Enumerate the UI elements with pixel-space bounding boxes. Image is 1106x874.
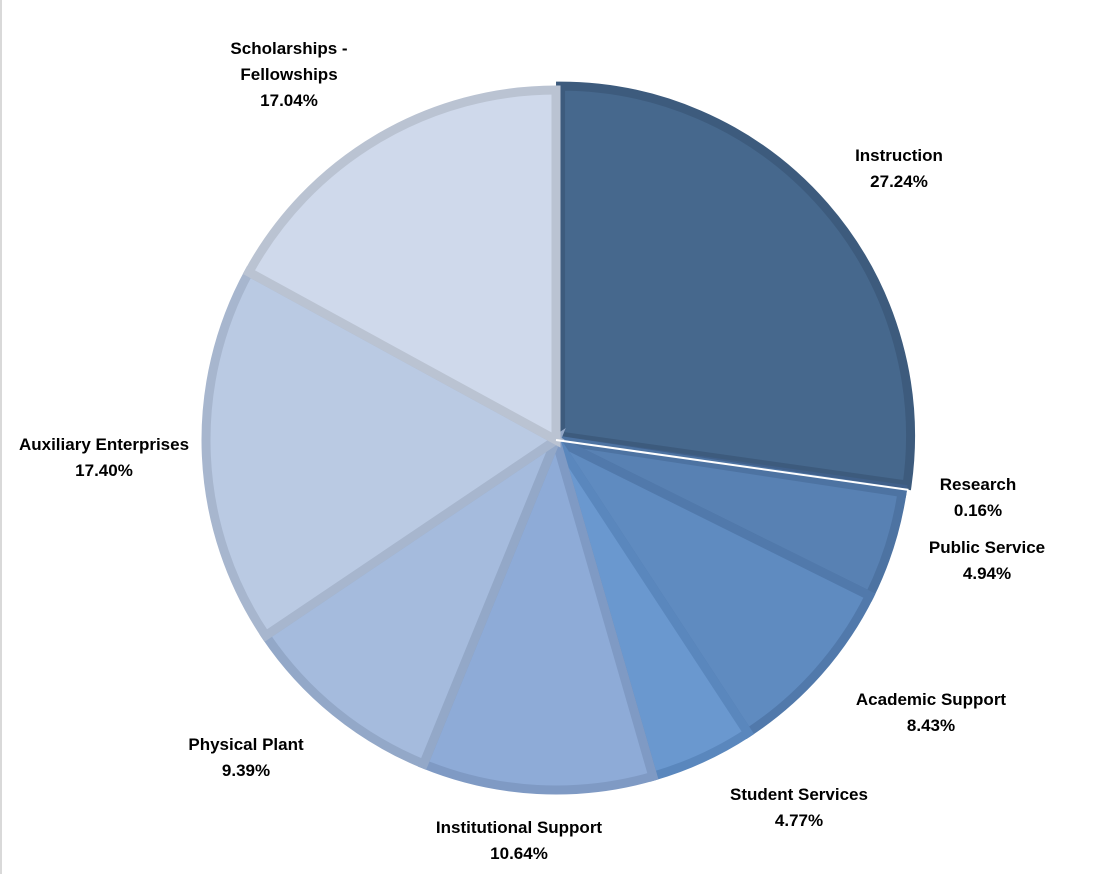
label-name: Instruction — [855, 146, 943, 165]
label-percent: 0.16% — [953, 501, 1003, 520]
label-institutional-support: Institutional Support 10.64% — [436, 815, 602, 867]
label-percent: 27.24% — [870, 172, 928, 191]
label-name: Scholarships - — [230, 39, 348, 58]
label-name-line2: Fellowships — [240, 65, 338, 84]
label-student-services: Student Services 4.77% — [730, 782, 868, 834]
explode-gap — [555, 439, 909, 491]
pie-slice-academic-support — [543, 428, 876, 739]
label-name: Student Services — [730, 785, 868, 804]
pie-slice-institutional-support — [417, 426, 659, 795]
label-percent: 4.77% — [774, 811, 824, 830]
label-name: Public Service — [928, 538, 1046, 557]
label-name: Research — [939, 475, 1017, 494]
label-name: Auxiliary Enterprises — [18, 435, 190, 454]
label-public-service: Public Service 4.94% — [929, 535, 1045, 587]
label-research: Research 0.16% — [940, 472, 1017, 524]
left-border — [0, 0, 2, 874]
label-instruction: Instruction 27.24% — [855, 143, 943, 195]
label-name: Institutional Support — [435, 818, 603, 837]
label-percent: 8.43% — [906, 716, 956, 735]
label-percent: 17.40% — [75, 461, 133, 480]
label-percent: 10.64% — [490, 844, 548, 863]
pie-slice-instruction — [556, 81, 916, 491]
pie-slice-auxiliary-enterprises — [201, 266, 565, 642]
pie-slice-physical-plant — [259, 427, 566, 770]
label-name: Academic Support — [855, 690, 1007, 709]
label-percent: 9.39% — [221, 761, 271, 780]
label-percent: 17.04% — [260, 91, 318, 110]
label-academic-support: Academic Support 8.43% — [856, 687, 1006, 739]
label-percent: 4.94% — [962, 564, 1012, 583]
label-auxiliary-enterprises: Auxiliary Enterprises 17.40% — [19, 432, 189, 484]
label-physical-plant: Physical Plant 9.39% — [188, 732, 303, 784]
label-scholarships-fellowships: Scholarships - Fellowships 17.04% — [230, 36, 347, 114]
pie-slice-scholarships-fellowships — [242, 85, 561, 448]
label-name: Physical Plant — [188, 735, 304, 754]
